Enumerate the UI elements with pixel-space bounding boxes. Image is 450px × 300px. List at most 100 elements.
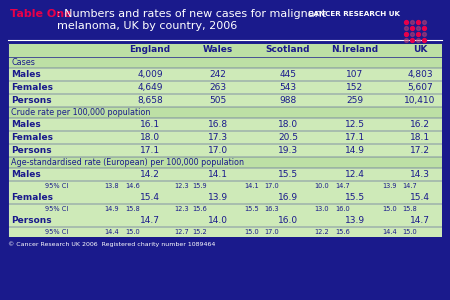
Text: Wales: Wales xyxy=(203,46,233,55)
Text: 12.3: 12.3 xyxy=(175,183,189,189)
Text: 14.4: 14.4 xyxy=(104,229,119,235)
Text: 13.9: 13.9 xyxy=(383,183,397,189)
Text: Females: Females xyxy=(11,133,53,142)
Text: 242: 242 xyxy=(210,70,226,79)
Text: 12.4: 12.4 xyxy=(345,170,365,179)
Text: 14.9: 14.9 xyxy=(105,206,119,212)
Text: 13.8: 13.8 xyxy=(105,183,119,189)
Text: Females: Females xyxy=(11,193,53,202)
Text: 17.2: 17.2 xyxy=(410,146,430,155)
Text: 15.5: 15.5 xyxy=(278,170,298,179)
Text: 16.8: 16.8 xyxy=(208,120,228,129)
Text: 14.6: 14.6 xyxy=(126,183,140,189)
Text: 15.0: 15.0 xyxy=(245,229,259,235)
Text: Males: Males xyxy=(11,120,41,129)
Text: 15.6: 15.6 xyxy=(193,206,207,212)
Text: 13.0: 13.0 xyxy=(315,206,329,212)
Text: 14.0: 14.0 xyxy=(208,216,228,225)
Text: 988: 988 xyxy=(279,96,297,105)
Text: 14.2: 14.2 xyxy=(140,170,160,179)
Text: 10.0: 10.0 xyxy=(315,183,329,189)
Text: © Cancer Research UK 2006  Registered charity number 1089464: © Cancer Research UK 2006 Registered cha… xyxy=(8,241,216,247)
Text: 16.9: 16.9 xyxy=(278,193,298,202)
Text: 15.0: 15.0 xyxy=(382,206,397,212)
Text: 19.3: 19.3 xyxy=(278,146,298,155)
Text: 17.1: 17.1 xyxy=(345,133,365,142)
Text: Females: Females xyxy=(11,83,53,92)
Bar xyxy=(8,43,442,237)
Text: 543: 543 xyxy=(279,83,297,92)
Text: Persons: Persons xyxy=(11,146,52,155)
Bar xyxy=(8,107,442,118)
Text: 20.5: 20.5 xyxy=(278,133,298,142)
Text: Age-standardised rate (European) per 100,000 population: Age-standardised rate (European) per 100… xyxy=(11,158,244,167)
Text: 14.9: 14.9 xyxy=(345,146,365,155)
Text: 15.4: 15.4 xyxy=(140,193,160,202)
Text: 15.0: 15.0 xyxy=(403,229,418,235)
Text: 12.5: 12.5 xyxy=(345,120,365,129)
Text: Scotland: Scotland xyxy=(266,46,310,55)
Text: Males: Males xyxy=(11,70,41,79)
Text: 107: 107 xyxy=(346,70,364,79)
Text: 152: 152 xyxy=(346,83,364,92)
Text: 12.2: 12.2 xyxy=(315,229,329,235)
Text: 16.0: 16.0 xyxy=(336,206,351,212)
Text: 14.7: 14.7 xyxy=(336,183,351,189)
Text: 15.8: 15.8 xyxy=(126,206,140,212)
Bar xyxy=(8,43,442,57)
Text: 14.3: 14.3 xyxy=(410,170,430,179)
Text: 15.4: 15.4 xyxy=(410,193,430,202)
Text: 4,009: 4,009 xyxy=(137,70,163,79)
Text: England: England xyxy=(130,46,171,55)
Text: 95% CI: 95% CI xyxy=(45,183,68,189)
Text: 17.3: 17.3 xyxy=(208,133,228,142)
Text: 17.0: 17.0 xyxy=(265,229,279,235)
Text: 95% CI: 95% CI xyxy=(45,229,68,235)
Text: CANCER RESEARCH UK: CANCER RESEARCH UK xyxy=(308,11,400,17)
Text: 5,607: 5,607 xyxy=(407,83,433,92)
Text: 15.0: 15.0 xyxy=(126,229,140,235)
Text: 95% CI: 95% CI xyxy=(45,206,68,212)
Text: 15.9: 15.9 xyxy=(193,183,207,189)
Text: 4,803: 4,803 xyxy=(407,70,433,79)
Text: 14.1: 14.1 xyxy=(245,183,259,189)
Text: 15.5: 15.5 xyxy=(245,206,259,212)
Text: Persons: Persons xyxy=(11,96,52,105)
Text: 14.4: 14.4 xyxy=(382,229,397,235)
Text: 14.1: 14.1 xyxy=(208,170,228,179)
Text: 12.7: 12.7 xyxy=(175,229,189,235)
Text: 18.0: 18.0 xyxy=(140,133,160,142)
Text: Males: Males xyxy=(11,170,41,179)
Text: UK: UK xyxy=(413,46,427,55)
Text: Persons: Persons xyxy=(11,216,52,225)
Text: 14.7: 14.7 xyxy=(140,216,160,225)
Text: : Numbers and rates of new cases for malignant
melanoma, UK by country, 2006: : Numbers and rates of new cases for mal… xyxy=(57,9,326,31)
Text: 13.9: 13.9 xyxy=(208,193,228,202)
Text: 17.0: 17.0 xyxy=(208,146,228,155)
Text: 16.0: 16.0 xyxy=(278,216,298,225)
Text: 15.2: 15.2 xyxy=(193,229,207,235)
Bar xyxy=(8,57,442,68)
Text: Cases: Cases xyxy=(11,58,35,67)
Text: 8,658: 8,658 xyxy=(137,96,163,105)
Text: 13.9: 13.9 xyxy=(345,216,365,225)
Text: 18.1: 18.1 xyxy=(410,133,430,142)
Text: 4,649: 4,649 xyxy=(137,83,163,92)
Text: 505: 505 xyxy=(209,96,227,105)
Text: 259: 259 xyxy=(346,96,364,105)
Text: 263: 263 xyxy=(209,83,226,92)
Bar xyxy=(8,157,442,168)
Text: 14.7: 14.7 xyxy=(403,183,418,189)
Text: 445: 445 xyxy=(279,70,297,79)
Text: 14.7: 14.7 xyxy=(410,216,430,225)
Text: Table One: Table One xyxy=(10,9,72,19)
Text: 16.2: 16.2 xyxy=(410,120,430,129)
Text: 15.8: 15.8 xyxy=(403,206,418,212)
Bar xyxy=(8,43,442,237)
Text: 18.0: 18.0 xyxy=(278,120,298,129)
Text: 15.5: 15.5 xyxy=(345,193,365,202)
Text: 15.6: 15.6 xyxy=(336,229,351,235)
Text: Crude rate per 100,000 population: Crude rate per 100,000 population xyxy=(11,108,150,117)
Text: 16.3: 16.3 xyxy=(265,206,279,212)
Text: 17.1: 17.1 xyxy=(140,146,160,155)
